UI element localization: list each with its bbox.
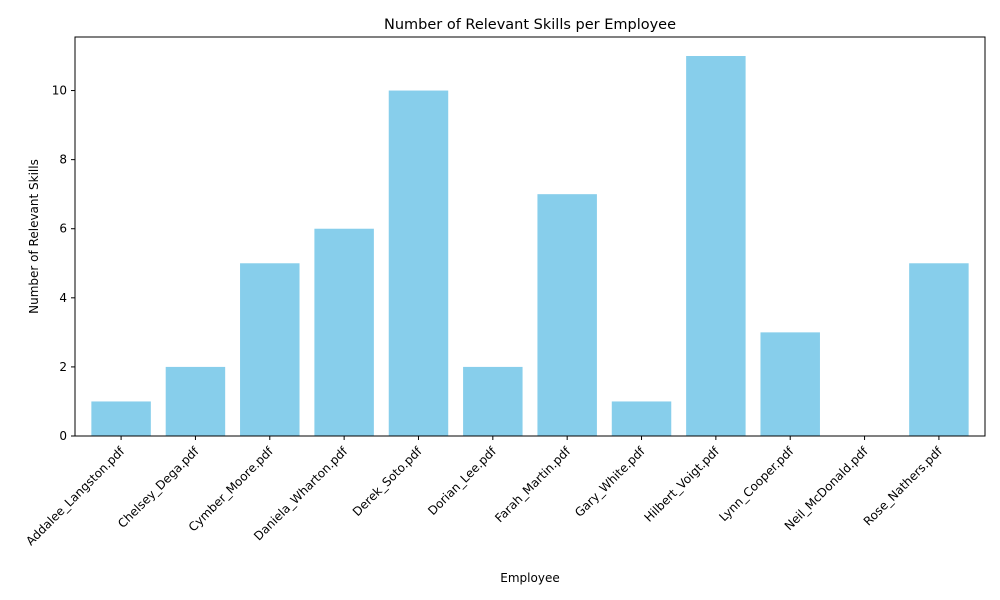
bar	[537, 194, 597, 436]
bar	[463, 366, 523, 436]
chart-title: Number of Relevant Skills per Employee	[384, 17, 676, 33]
bar	[388, 90, 449, 436]
y-tick-label: 0	[59, 429, 67, 443]
x-tick-label: Neil_McDonald.pdf	[782, 444, 871, 533]
y-axis-label: Number of Relevant Skills	[27, 159, 41, 314]
x-tick-label: Hilbert_Voigt.pdf	[641, 444, 722, 525]
x-tick-label: Farah_Martin.pdf	[492, 444, 574, 526]
y-tick-label: 8	[59, 153, 67, 167]
x-tick-label: Rose_Nathers.pdf	[861, 444, 946, 529]
y-axis: 0 2 4 6 8 10	[52, 84, 75, 443]
bar	[760, 332, 820, 436]
x-axis: Addalee_Langston.pdfChelsey_Dega.pdfCymb…	[23, 436, 946, 549]
bar	[686, 56, 746, 436]
bar	[240, 263, 300, 436]
y-tick-label: 2	[59, 360, 67, 374]
bar	[165, 366, 226, 436]
bar	[611, 401, 672, 436]
x-tick-label: Dorian_Lee.pdf	[425, 444, 499, 518]
bar	[314, 228, 374, 436]
x-tick-label: Derek_Soto.pdf	[350, 444, 425, 519]
plot-frame	[74, 36, 986, 437]
y-tick-label: 10	[52, 84, 67, 98]
y-tick-label: 6	[59, 222, 67, 236]
bars-group	[91, 56, 969, 436]
bar	[91, 401, 151, 436]
bar	[909, 263, 969, 436]
x-tick-label: Lynn_Cooper.pdf	[716, 444, 796, 524]
x-axis-label: Employee	[500, 571, 559, 585]
x-tick-label: Addalee_Langston.pdf	[23, 444, 128, 549]
y-tick-label: 4	[59, 291, 67, 305]
x-tick-label: Gary_White.pdf	[572, 444, 648, 520]
x-tick-label: Chelsey_Dega.pdf	[115, 444, 202, 531]
